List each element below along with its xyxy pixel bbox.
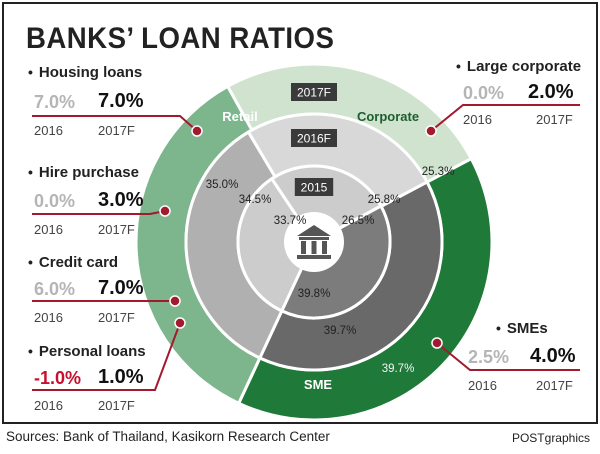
credit-card-2016-year: 2016 <box>34 310 63 325</box>
graphics-credit: POSTgraphics <box>511 431 590 445</box>
personal-loans-2016-year: 2016 <box>34 398 63 413</box>
ring-2017F-sme-label: 39.7% <box>382 363 415 375</box>
housing-callout-dot <box>191 125 203 137</box>
large-corporate-2017f-value: 2.0% <box>528 81 574 103</box>
smes-callout-dot <box>431 337 443 349</box>
hire-purchase-2017f-value: 3.0% <box>98 189 144 211</box>
smes-2017f-value: 4.0% <box>530 345 576 367</box>
ring-2017F-retail-label: 35.0% <box>206 179 239 191</box>
housing-loans-2017f-value: 7.0% <box>98 90 144 112</box>
smes-2016-year: 2016 <box>468 378 497 393</box>
ring-2015-corporate-label: 26.5% <box>342 215 375 227</box>
year-box-2017F <box>291 83 337 101</box>
large-corporate-2016-year: 2016 <box>463 112 492 127</box>
credit-card-2016-value: 6.0% <box>34 279 76 299</box>
housing-loans-2017f-year: 2017F <box>98 123 135 138</box>
bank-icon <box>297 225 331 259</box>
hire-purchase-label: • Hire purchase <box>28 164 139 181</box>
segment-name-retail: Retail <box>222 109 257 124</box>
year-box-2015 <box>294 178 334 196</box>
source-note: Sources: Bank of Thailand, Kasikorn Rese… <box>6 429 330 444</box>
large-corporate-callout-line <box>430 104 580 132</box>
personal-loans-2016-value: -1.0% <box>34 368 82 388</box>
large-corporate-2017f-year: 2017F <box>536 112 573 127</box>
segment-name-corporate: Corporate <box>357 109 419 124</box>
credit-card-callout-dot <box>169 295 181 307</box>
personal-loans-callout-line <box>32 322 181 391</box>
housing-loans-label: • Housing loans <box>28 64 143 81</box>
ring-2017F-corporate-label: 25.3% <box>422 166 455 178</box>
ring-2016F-corporate-label: 25.8% <box>368 194 401 206</box>
large-corporate-callout-dot <box>425 125 437 137</box>
housing-loans-2016-year: 2016 <box>34 123 63 138</box>
smes-2017f-year: 2017F <box>536 378 573 393</box>
smes-label: • SMEs <box>496 320 548 337</box>
credit-card-label: • Credit card <box>28 254 119 271</box>
year-label-2016F: 2016F <box>297 132 331 146</box>
personal-loans-2017f-year: 2017F <box>98 398 135 413</box>
ring-2015-sme-label: 39.8% <box>298 288 331 300</box>
housing-loans-2016-value: 7.0% <box>34 92 76 112</box>
hire-purchase-callout-dot <box>159 205 171 217</box>
personal-loans-label: • Personal loans <box>28 343 146 360</box>
chart-title: BANKS’ LOAN RATIOS <box>26 22 335 55</box>
personal-loans-callout-dot <box>174 317 186 329</box>
ring-2015-retail-slice <box>236 176 316 313</box>
year-label-2015: 2015 <box>301 181 328 195</box>
segment-name-sme: SME <box>304 377 333 392</box>
personal-loans-2017f-value: 1.0% <box>98 366 144 388</box>
smes-2016-value: 2.5% <box>468 347 510 367</box>
ring-2015-retail-label: 33.7% <box>274 215 307 227</box>
large-corporate-label: • Large corporate <box>456 58 582 75</box>
ring-2016F-retail-label: 34.5% <box>239 194 272 206</box>
credit-card-2017f-year: 2017F <box>98 310 135 325</box>
hire-purchase-2017f-year: 2017F <box>98 222 135 237</box>
credit-card-2017f-value: 7.0% <box>98 277 144 299</box>
year-label-2017F: 2017F <box>297 86 331 100</box>
large-corporate-2016-value: 0.0% <box>463 83 505 103</box>
year-box-2016F <box>291 129 337 147</box>
housing-callout-line <box>32 115 198 132</box>
hire-purchase-2016-value: 0.0% <box>34 191 76 211</box>
smes-callout-line <box>436 342 580 371</box>
hire-purchase-2016-year: 2016 <box>34 222 63 237</box>
ring-2016F-sme-label: 39.7% <box>324 325 357 337</box>
